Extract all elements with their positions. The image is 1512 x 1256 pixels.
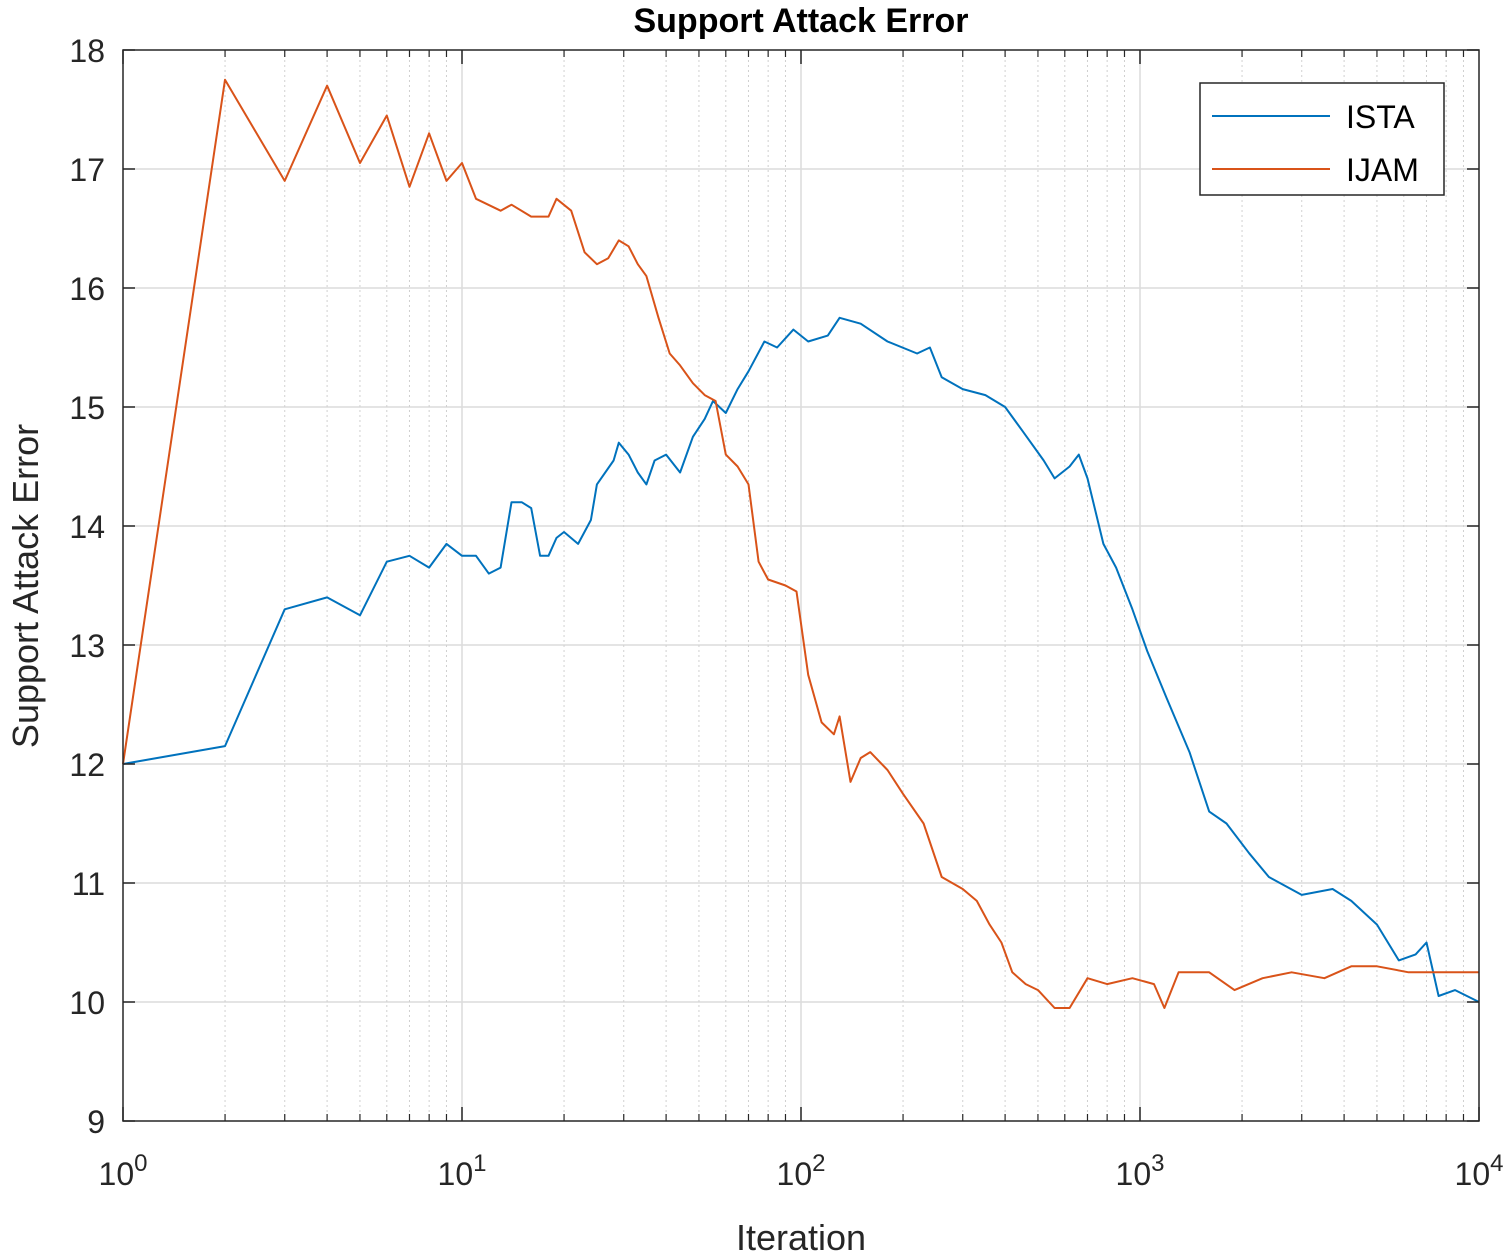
- y-tick-label: 16: [69, 271, 105, 307]
- x-tick-label: 101: [438, 1150, 487, 1192]
- data-series: [122, 78, 1480, 1009]
- y-tick-label: 15: [69, 390, 105, 426]
- y-tick-labels: 9 10 11 12 13 14 15 16 17 18: [69, 33, 105, 1140]
- y-axis-label: Support Attack Error: [5, 424, 46, 748]
- y-tick-label: 14: [69, 509, 105, 545]
- y-tick-label: 9: [87, 1104, 105, 1140]
- x-tick-label: 102: [777, 1150, 826, 1192]
- legend-label-ijam: IJAM: [1346, 152, 1419, 188]
- legend-label-ista: ISTA: [1346, 99, 1415, 135]
- y-tick-label: 17: [69, 152, 105, 188]
- series-line-ista: [122, 316, 1480, 1003]
- legend: ISTA IJAM: [1199, 82, 1445, 196]
- y-tick-label: 10: [69, 985, 105, 1021]
- x-tick-label: 100: [99, 1150, 148, 1192]
- legend-box: [1199, 82, 1445, 196]
- y-tick-label: 13: [69, 628, 105, 664]
- y-tick-label: 12: [69, 747, 105, 783]
- series-line-ijam: [122, 78, 1479, 1009]
- tick-marks: [122, 49, 1480, 1122]
- x-tick-label: 104: [1455, 1150, 1504, 1192]
- y-tick-label: 18: [69, 33, 105, 69]
- chart-title: Support Attack Error: [633, 2, 968, 40]
- x-tick-label: 103: [1116, 1150, 1165, 1192]
- x-tick-labels: 100 101 102 103 104: [99, 1150, 1504, 1192]
- x-axis-label: Iteration: [736, 1217, 866, 1256]
- grid-lines: [123, 50, 1479, 1121]
- y-tick-label: 11: [72, 866, 105, 902]
